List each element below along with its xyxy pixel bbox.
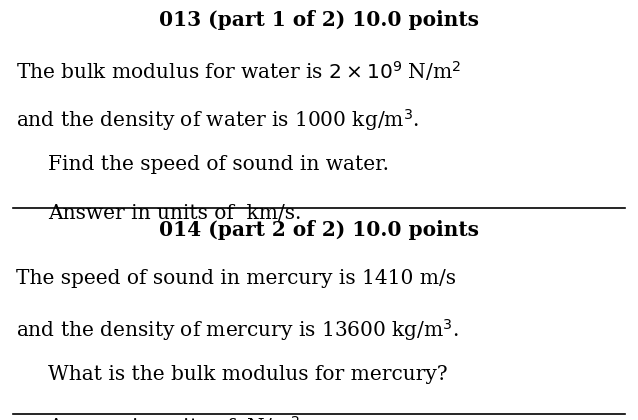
Text: and the density of water is 1000 kg/m$^{3}$.: and the density of water is 1000 kg/m$^{… <box>16 107 419 133</box>
Text: and the density of mercury is 13600 kg/m$^{3}$.: and the density of mercury is 13600 kg/m… <box>16 317 459 343</box>
Text: 013 (part 1 of 2) 10.0 points: 013 (part 1 of 2) 10.0 points <box>159 10 479 31</box>
Text: Answer in units of  km/s.: Answer in units of km/s. <box>48 204 301 223</box>
Text: The speed of sound in mercury is 1410 m/s: The speed of sound in mercury is 1410 m/… <box>16 269 456 288</box>
Text: What is the bulk modulus for mercury?: What is the bulk modulus for mercury? <box>48 365 447 384</box>
Text: Find the speed of sound in water.: Find the speed of sound in water. <box>48 155 389 174</box>
Text: The bulk modulus for water is $2 \times 10^{9}$ N/m$^{2}$: The bulk modulus for water is $2 \times … <box>16 59 461 83</box>
Text: 014 (part 2 of 2) 10.0 points: 014 (part 2 of 2) 10.0 points <box>159 220 479 241</box>
Text: Answer in units of  N/m$^{2}$.: Answer in units of N/m$^{2}$. <box>48 414 306 420</box>
